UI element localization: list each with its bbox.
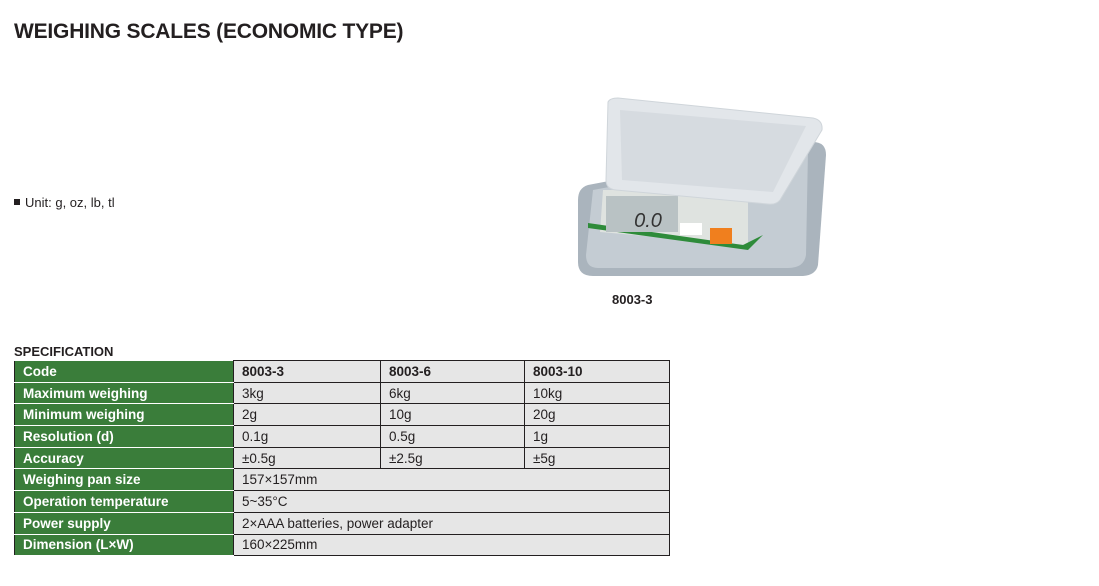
cell: 1g [524,425,670,448]
cell: 5~35°C [233,490,670,513]
cell: 0.5g [380,425,525,448]
table-row: Operation temperature 5~35°C [14,490,670,513]
unit-button-icon [680,223,702,235]
table-row: Accuracy ±0.5g ±2.5g ±5g [14,446,670,470]
power-button-icon [710,228,732,244]
row-label: Power supply [14,511,234,535]
svg-text:0.0: 0.0 [634,210,662,232]
lcd-display [606,196,678,232]
cell: ±2.5g [380,446,525,470]
row-label: Resolution (d) [14,425,234,448]
cell: 6kg [380,381,525,405]
table-row: Maximum weighing 3kg 6kg 10kg [14,381,670,405]
cell: ±5g [524,446,670,470]
row-label: Operation temperature [14,490,234,513]
row-label: Accuracy [14,446,234,470]
product-caption: 8003-3 [612,292,653,307]
model-code: 8003-3 [233,360,381,383]
table-row: Dimension (L×W) 160×225mm [14,533,670,557]
table-row: Resolution (d) 0.1g 0.5g 1g [14,425,670,448]
table-header-row: Code 8003-3 8003-6 8003-10 [14,360,670,383]
cell: 2×AAA batteries, power adapter [233,511,670,535]
cell: 20g [524,403,670,427]
cell: ±0.5g [233,446,381,470]
table-row: Power supply 2×AAA batteries, power adapt… [14,511,670,535]
unit-bullet: Unit: g, oz, lb, tl [14,195,115,210]
row-label: Dimension (L×W) [14,533,234,557]
model-code: 8003-10 [524,360,670,383]
model-code: 8003-6 [380,360,525,383]
spec-table: Code 8003-3 8003-6 8003-10 Maximum weigh… [14,360,670,557]
table-row: Minimum weighing 2g 10g 20g [14,403,670,427]
cell: 0.1g [233,425,381,448]
cell: 160×225mm [233,533,670,557]
row-label: Maximum weighing [14,381,234,405]
row-label: Code [14,360,234,383]
cell: 2g [233,403,381,427]
page-title: WEIGHING SCALES (ECONOMIC TYPE) [14,20,404,43]
product-image: 0.0 [578,97,826,276]
row-label: Weighing pan size [14,468,234,492]
row-label: Minimum weighing [14,403,234,427]
unit-text: Unit: g, oz, lb, tl [25,195,115,210]
cell: 10g [380,403,525,427]
bullet-square-icon [14,199,20,205]
cell: 3kg [233,381,381,405]
cell: 10kg [524,381,670,405]
spec-heading: SPECIFICATION [14,344,114,359]
table-row: Weighing pan size 157×157mm [14,468,670,492]
cell: 157×157mm [233,468,670,492]
